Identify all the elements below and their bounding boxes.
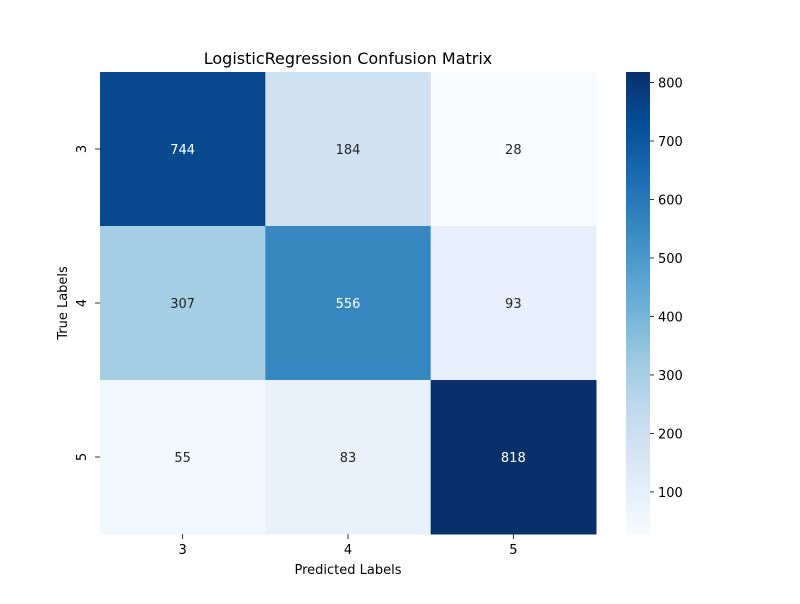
- cell-value-label: 55: [174, 451, 191, 466]
- cell-value-label: 28: [505, 143, 522, 158]
- heatmap-cell: [265, 72, 432, 227]
- cell-value-label: 556: [336, 297, 361, 312]
- x-tick-label: 3: [179, 543, 187, 558]
- heatmap-cell: [430, 380, 597, 535]
- colorbar-tick-label: 200: [658, 427, 683, 442]
- y-axis-ticks: 3 4 5: [75, 145, 100, 461]
- cell-value-label: 93: [505, 297, 522, 312]
- colorbar-tick-label: 800: [658, 77, 683, 92]
- heatmap-cell: [100, 380, 266, 535]
- x-tick-label: 5: [509, 543, 517, 558]
- y-tick-label: 4: [75, 299, 90, 307]
- heatmap-cell: [265, 226, 432, 381]
- cell-value-label: 83: [340, 451, 357, 466]
- x-tick-label: 4: [344, 543, 352, 558]
- chart-title: LogisticRegression Confusion Matrix: [204, 49, 493, 68]
- y-tick-label: 5: [75, 453, 90, 461]
- heatmap-cell: [430, 72, 597, 227]
- colorbar-tick-label: 700: [658, 135, 683, 150]
- colorbar-tick-label: 600: [658, 193, 683, 208]
- heatmap-cells: [100, 72, 597, 535]
- heatmap-cell: [100, 226, 266, 381]
- x-axis-label: Predicted Labels: [294, 563, 401, 578]
- cell-value-label: 307: [170, 297, 195, 312]
- heatmap-cell: [430, 226, 597, 381]
- cell-value-label: 818: [501, 451, 526, 466]
- colorbar-ticks: 100 200 300 400 500 600 700 800: [650, 77, 683, 501]
- heatmap-cell: [100, 72, 266, 227]
- cell-value-label: 744: [170, 143, 195, 158]
- colorbar-tick-label: 500: [658, 252, 683, 267]
- colorbar-tick-label: 300: [658, 369, 683, 384]
- colorbar-tick-label: 100: [658, 486, 683, 501]
- cell-value-label: 184: [336, 143, 361, 158]
- colorbar: [626, 72, 650, 534]
- heatmap-cell: [265, 380, 432, 535]
- heatmap-cell-labels: 744 184 28 307 556 93 55 83 818: [170, 143, 525, 466]
- y-tick-label: 3: [75, 145, 90, 153]
- x-axis-ticks: 3 4 5: [179, 534, 517, 558]
- colorbar-tick-label: 400: [658, 310, 683, 325]
- y-axis-label: True Labels: [56, 266, 71, 341]
